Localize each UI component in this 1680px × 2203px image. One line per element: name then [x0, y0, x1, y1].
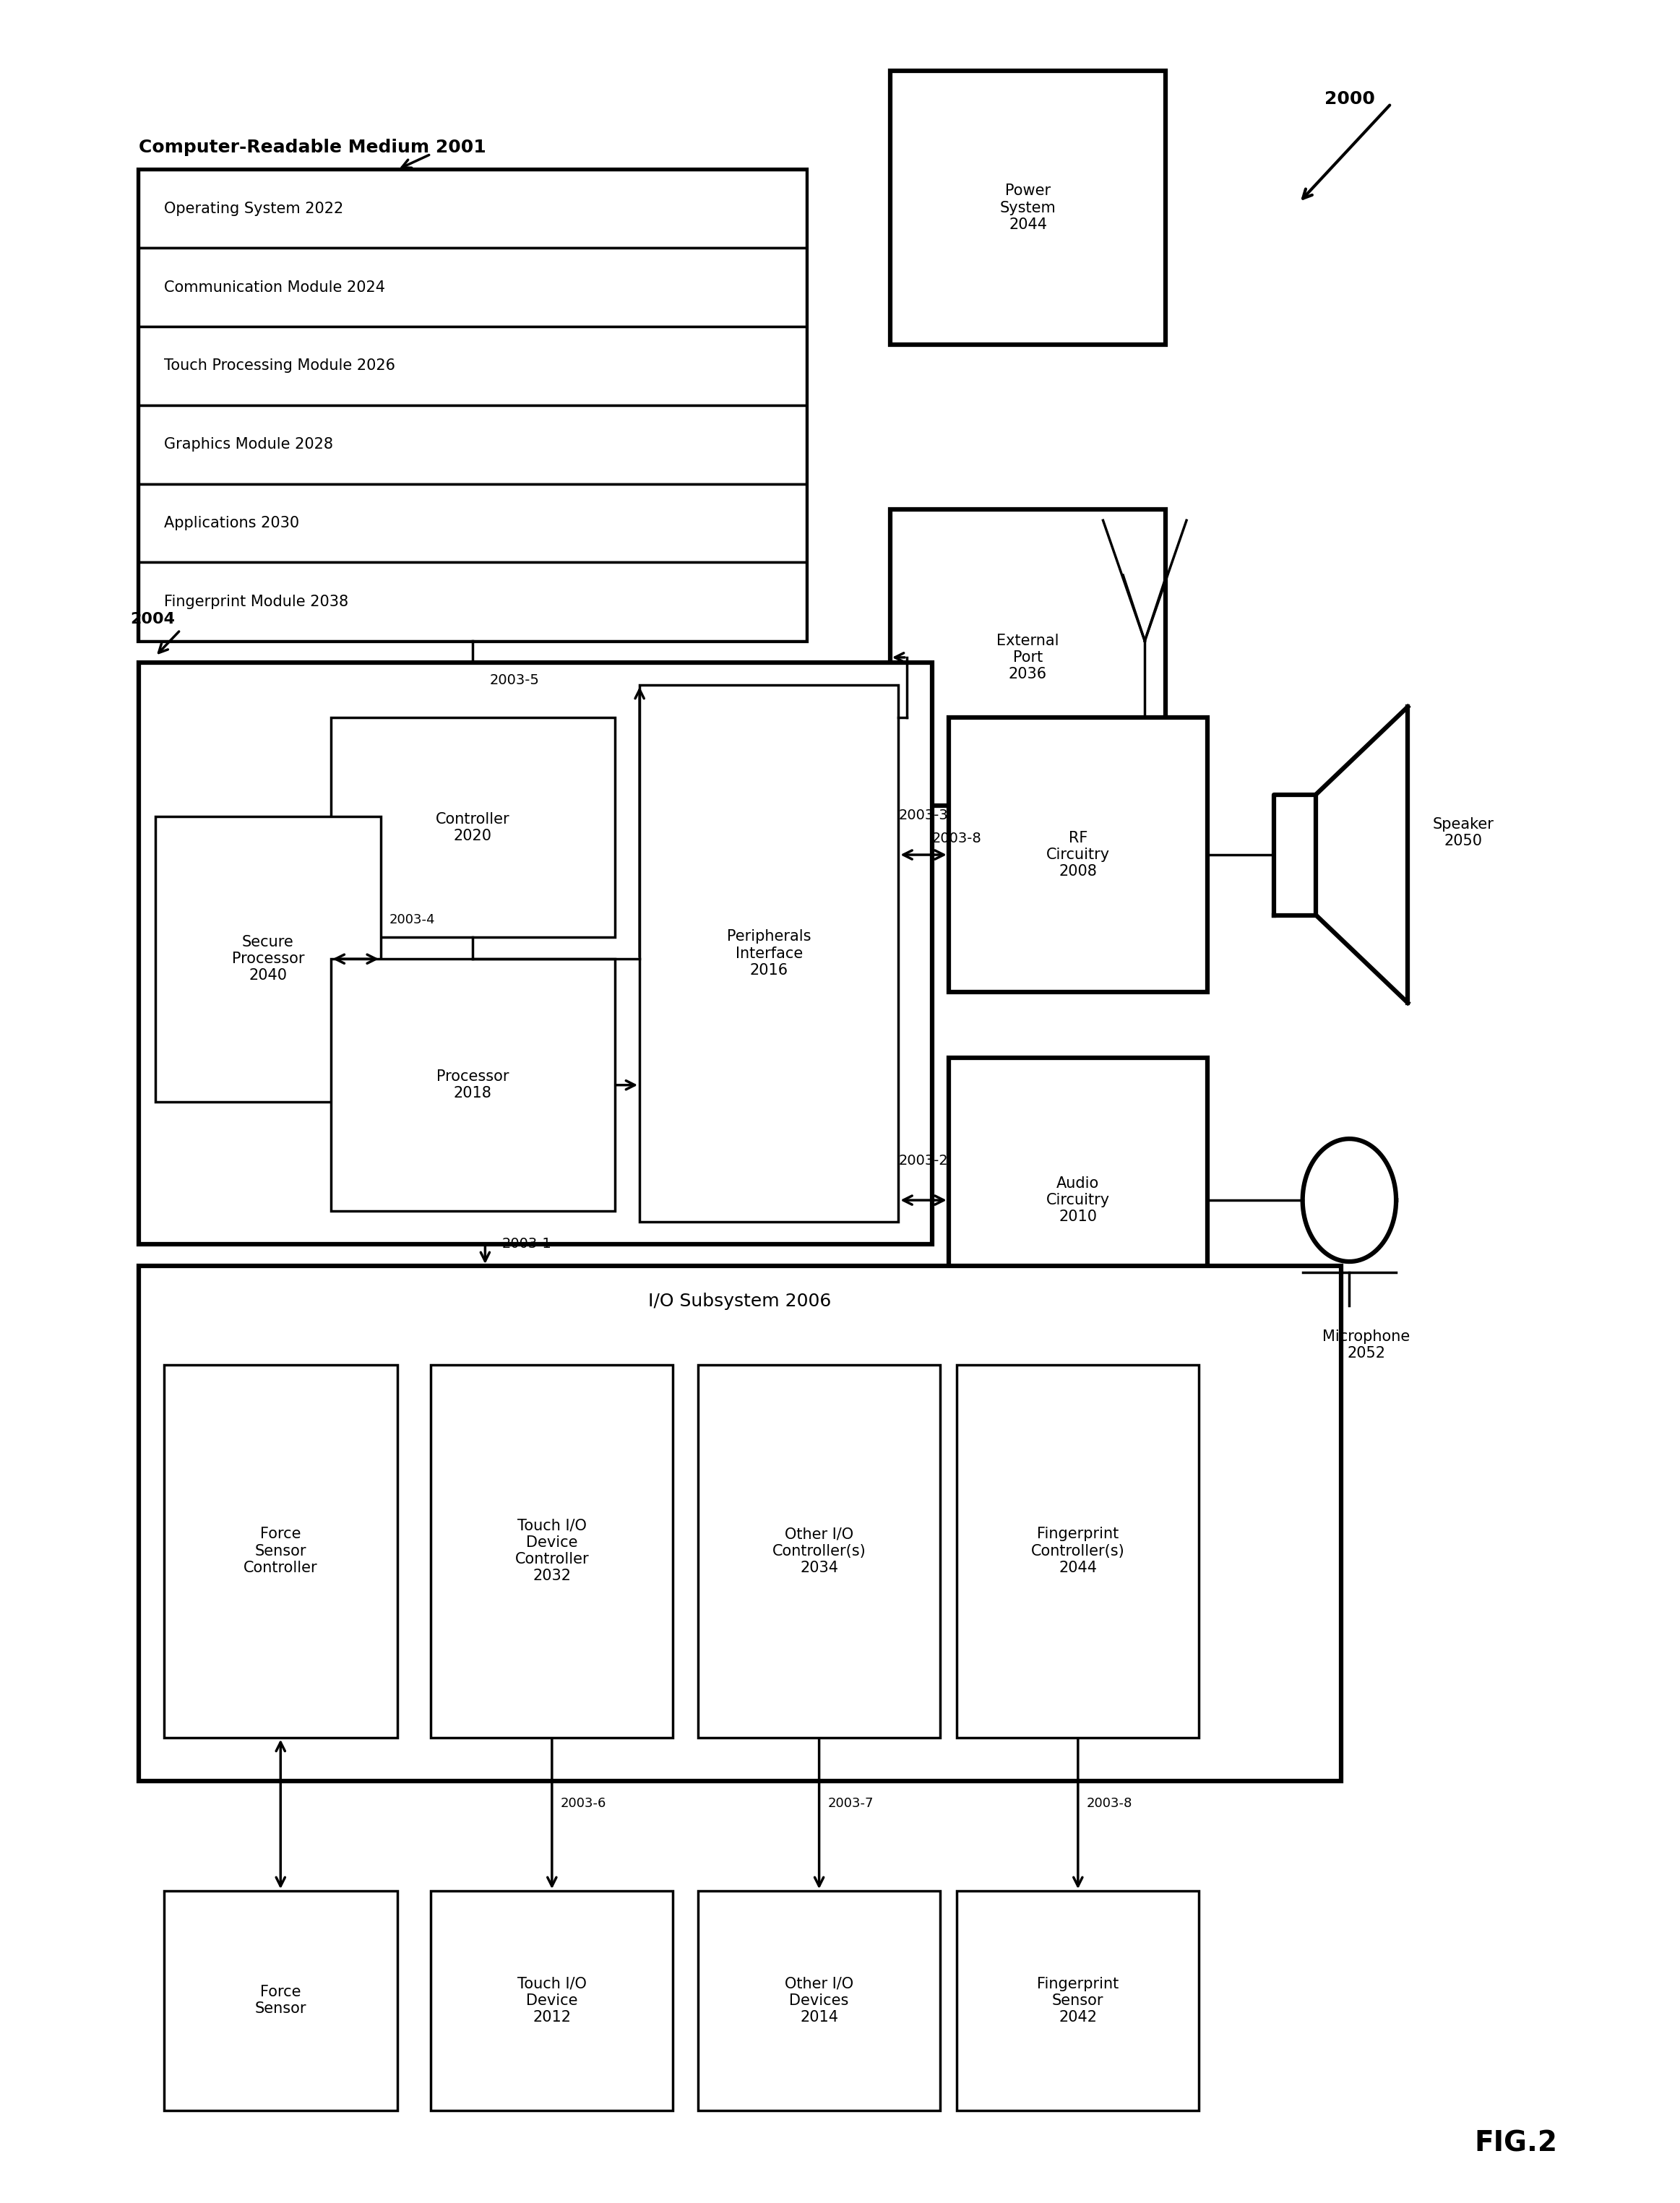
- Text: Speaker
2050: Speaker 2050: [1433, 817, 1494, 848]
- Text: 2003-6: 2003-6: [561, 1798, 606, 1809]
- Bar: [430, 1364, 674, 1738]
- Bar: [949, 1057, 1208, 1342]
- Text: Force
Sensor: Force Sensor: [255, 1985, 306, 2016]
- Text: Audio
Circuitry
2010: Audio Circuitry 2010: [1047, 1176, 1110, 1225]
- Text: 2003-4: 2003-4: [390, 912, 435, 925]
- Bar: [139, 562, 806, 641]
- Text: Force
Sensor
Controller: Force Sensor Controller: [244, 1527, 318, 1575]
- Text: 2003-7: 2003-7: [828, 1798, 874, 1809]
- Bar: [958, 1364, 1200, 1738]
- Text: Controller
2020: Controller 2020: [435, 811, 509, 844]
- Text: Touch I/O
Device
Controller
2032: Touch I/O Device Controller 2032: [514, 1518, 590, 1584]
- Text: Other I/O
Devices
2014: Other I/O Devices 2014: [785, 1976, 853, 2025]
- Text: Graphics Module 2028: Graphics Module 2028: [163, 438, 333, 452]
- Bar: [139, 1267, 1341, 1782]
- Bar: [890, 509, 1166, 806]
- Bar: [890, 70, 1166, 346]
- Text: 2000: 2000: [1324, 90, 1374, 108]
- Bar: [331, 958, 615, 1212]
- Bar: [430, 1890, 674, 2110]
- Text: Touch I/O
Device
2012: Touch I/O Device 2012: [517, 1976, 586, 2025]
- Text: Peripherals
Interface
2016: Peripherals Interface 2016: [727, 930, 811, 978]
- Text: 2003-3: 2003-3: [899, 809, 948, 822]
- Bar: [139, 170, 806, 249]
- Bar: [139, 485, 806, 562]
- Text: Fingerprint
Controller(s)
2044: Fingerprint Controller(s) 2044: [1032, 1527, 1126, 1575]
- Bar: [155, 817, 381, 1102]
- Text: I/O Subsystem 2006: I/O Subsystem 2006: [648, 1293, 832, 1311]
- Text: 2003-8: 2003-8: [1087, 1798, 1132, 1809]
- Text: 2004: 2004: [131, 612, 175, 626]
- Bar: [699, 1890, 941, 2110]
- Bar: [640, 685, 899, 1223]
- Text: Fingerprint Module 2038: Fingerprint Module 2038: [163, 595, 348, 608]
- Text: Fingerprint
Sensor
2042: Fingerprint Sensor 2042: [1037, 1976, 1119, 2025]
- Text: 2003-5: 2003-5: [489, 674, 539, 687]
- Bar: [949, 718, 1208, 991]
- Text: FIG.2: FIG.2: [1475, 2130, 1557, 2157]
- Text: RF
Circuitry
2008: RF Circuitry 2008: [1047, 831, 1110, 879]
- Bar: [331, 718, 615, 936]
- Text: External
Port
2036: External Port 2036: [996, 634, 1058, 681]
- Text: Communication Module 2024: Communication Module 2024: [163, 280, 385, 295]
- Text: 2003-1: 2003-1: [502, 1238, 551, 1251]
- Bar: [139, 170, 806, 641]
- Bar: [139, 326, 806, 405]
- Text: Touch Processing Module 2026: Touch Processing Module 2026: [163, 359, 395, 372]
- Bar: [139, 663, 932, 1245]
- Bar: [139, 405, 806, 485]
- Bar: [163, 1364, 398, 1738]
- Text: Other I/O
Controller(s)
2034: Other I/O Controller(s) 2034: [773, 1527, 865, 1575]
- Text: Secure
Processor
2040: Secure Processor 2040: [232, 934, 304, 983]
- Bar: [699, 1364, 941, 1738]
- Text: 2003-8: 2003-8: [932, 831, 981, 846]
- Text: Applications 2030: Applications 2030: [163, 516, 299, 531]
- Text: Computer-Readable Medium 2001: Computer-Readable Medium 2001: [139, 139, 486, 156]
- Text: Operating System 2022: Operating System 2022: [163, 200, 343, 216]
- Text: Processor
2018: Processor 2018: [437, 1068, 509, 1102]
- Text: Power
System
2044: Power System 2044: [1000, 183, 1057, 231]
- Bar: [139, 249, 806, 326]
- Bar: [163, 1890, 398, 2110]
- Text: 2003-2: 2003-2: [899, 1154, 948, 1168]
- Bar: [958, 1890, 1200, 2110]
- Text: Microphone
2052: Microphone 2052: [1322, 1328, 1410, 1361]
